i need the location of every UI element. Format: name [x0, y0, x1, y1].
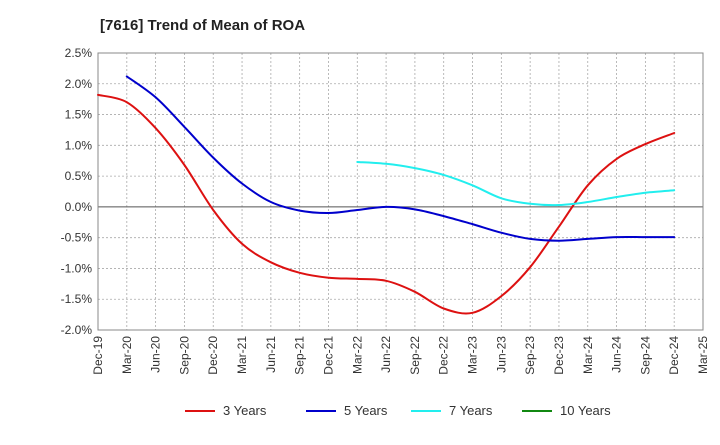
x-tick-label: Jun-22	[379, 336, 393, 373]
x-tick-label: Dec-19	[91, 336, 105, 375]
x-tick-label: Dec-20	[206, 336, 220, 375]
x-tick-label: Jun-21	[264, 336, 278, 373]
x-tick-label: Jun-23	[494, 336, 508, 373]
x-tick-label: Sep-23	[523, 336, 537, 375]
y-tick-label: -1.5%	[61, 292, 93, 306]
grid-layer	[98, 53, 703, 330]
x-tick-label: Mar-20	[120, 336, 134, 374]
y-tick-label: 2.0%	[65, 77, 93, 91]
plot-area	[98, 53, 703, 330]
series-line-3-years	[97, 93, 676, 315]
y-tick-label: -2.0%	[61, 323, 93, 337]
plot-border	[97, 52, 704, 331]
series-line-5-years	[125, 75, 676, 242]
x-tick-label: Mar-24	[581, 336, 595, 374]
x-tick-label: Sep-20	[177, 336, 191, 375]
x-tick-label: Mar-21	[235, 336, 249, 374]
x-tick-label: Jun-20	[149, 336, 163, 373]
x-tick-label: Dec-24	[667, 336, 681, 375]
x-tick-label: Mar-22	[350, 336, 364, 374]
series-layer	[97, 75, 676, 315]
y-tick-label: -1.0%	[61, 261, 93, 275]
x-tick-label: Dec-21	[321, 336, 335, 375]
legend-label-10-years: 10 Years	[560, 403, 611, 418]
x-tick-label: Sep-22	[408, 336, 422, 375]
y-tick-label: 0.0%	[65, 200, 93, 214]
legend-label-3-years: 3 Years	[223, 403, 267, 418]
x-tick-label: Sep-21	[293, 336, 307, 375]
legend: 3 Years 5 Years 7 Years 10 Years	[185, 403, 611, 418]
x-tick-label: Mar-25	[696, 336, 710, 374]
x-tick-label: Dec-23	[552, 336, 566, 375]
x-tick-label: Jun-24	[610, 336, 624, 373]
y-tick-label: 1.0%	[65, 138, 93, 152]
series-line-7-years	[356, 161, 676, 207]
axis-layer: 2.5% 2.0% 1.5% 1.0% 0.5% 0.0% -0.5% -1.0% -1.5% -…	[61, 46, 710, 375]
y-tick-label: 1.5%	[65, 108, 93, 122]
x-tick-label: Dec-22	[437, 336, 451, 375]
y-tick-label: 2.5%	[65, 46, 93, 60]
legend-label-7-years: 7 Years	[449, 403, 493, 418]
legend-label-5-years: 5 Years	[344, 403, 388, 418]
chart-title: [7616] Trend of Mean of ROA	[100, 17, 305, 34]
x-tick-label: Mar-23	[466, 336, 480, 374]
y-tick-label: -0.5%	[61, 231, 93, 245]
y-tick-label: 0.5%	[65, 169, 93, 183]
x-tick-label: Sep-24	[638, 336, 652, 375]
